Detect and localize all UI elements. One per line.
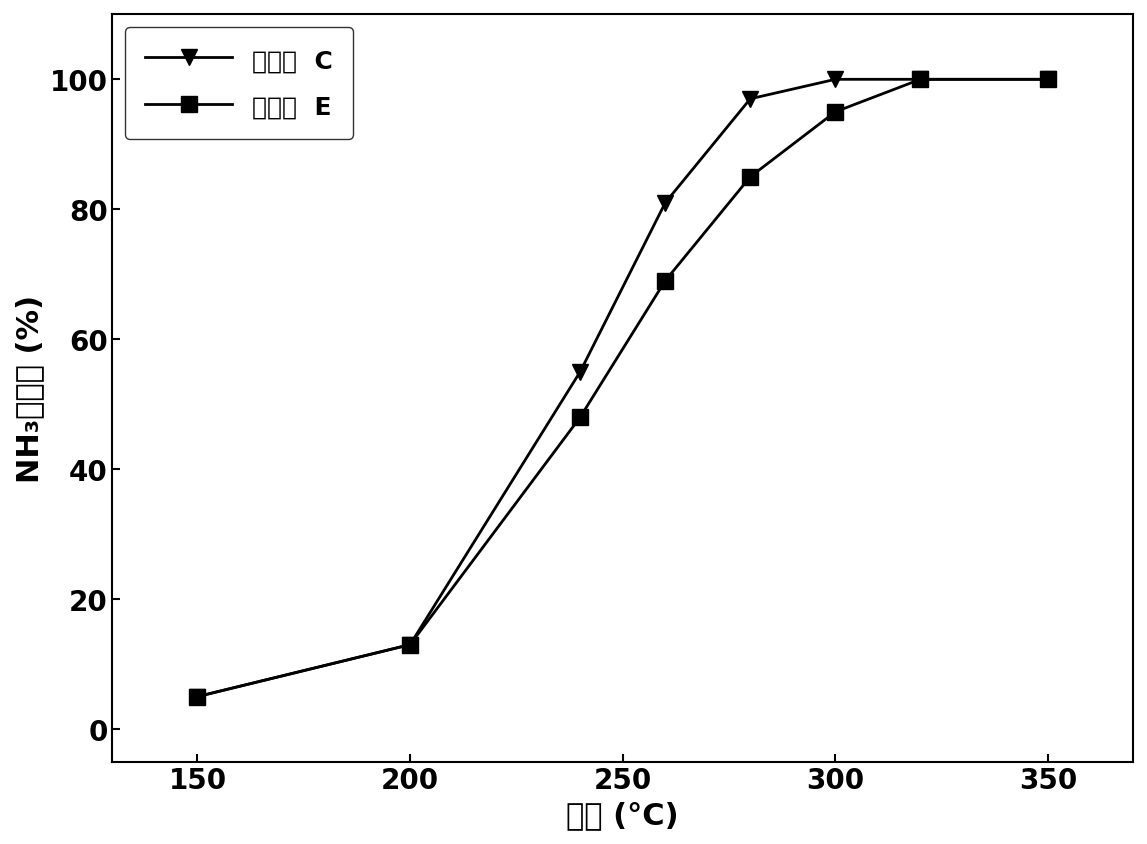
催化剂  E [743,172,757,182]
催化剂  C [190,691,204,701]
催化剂  E [190,691,204,701]
Y-axis label: NH₃转化率 (%): NH₃转化率 (%) [15,295,44,482]
催化剂  C [572,367,586,377]
催化剂  C [1040,75,1054,85]
催化剂  C [403,640,416,650]
催化剂  E [403,640,416,650]
催化剂  C [828,75,842,85]
催化剂  E [572,413,586,423]
催化剂  C [743,95,757,105]
Line: 催化剂  E: 催化剂 E [189,72,1055,705]
催化剂  C [657,198,671,208]
催化剂  E [913,75,927,85]
Line: 催化剂  C: 催化剂 C [189,72,1055,705]
X-axis label: 温度 (°C): 温度 (°C) [565,800,678,829]
Legend: 催化剂  C, 催化剂  E: 催化剂 C, 催化剂 E [125,28,353,140]
催化剂  C [913,75,927,85]
催化剂  E [828,107,842,117]
催化剂  E [657,276,671,286]
催化剂  E [1040,75,1054,85]
